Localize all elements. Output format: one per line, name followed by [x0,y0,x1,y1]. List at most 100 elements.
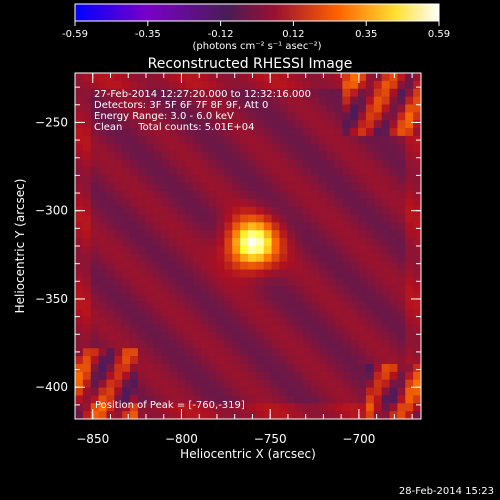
heatmap-cell [153,120,162,129]
heatmap-cell [137,88,147,97]
heatmap-cell [137,80,147,90]
heatmap-cell [365,112,375,121]
heatmap-cell [232,308,241,318]
heatmap-cell [177,104,186,113]
heatmap-cell [342,269,351,278]
heatmap-cell [232,198,241,208]
heatmap-cell [98,135,107,145]
heatmap-cell [145,293,155,302]
heatmap-cell [216,238,225,247]
heatmap-cell [263,379,272,388]
heatmap-cell [200,143,210,153]
heatmap-cell [342,198,351,208]
heatmap-cell [381,190,390,200]
x-tick-label: −750 [254,432,287,446]
heatmap-cell [90,96,99,105]
heatmap-cell [350,96,359,105]
heatmap-cell [161,206,170,215]
heatmap-cell [263,167,272,176]
heatmap-cell [303,222,312,231]
heatmap-cell [389,128,398,137]
heatmap-cell [200,332,210,341]
heatmap-cell [75,88,84,97]
heatmap-cell [358,151,367,160]
heatmap-cell [153,151,162,160]
heatmap-cell [224,175,233,184]
heatmap-cell [200,324,210,333]
heatmap-cell [381,363,390,373]
heatmap-cell [334,183,343,192]
heatmap-cell [389,238,398,247]
colorbar-tick-label: 0.59 [428,29,450,40]
heatmap-cell [326,363,335,373]
heatmap-cell [216,80,225,90]
heatmap-cell [130,340,139,349]
heatmap-cell [326,269,335,278]
heatmap-cell [318,112,328,121]
heatmap-cell [287,96,296,105]
heatmap-cell [389,301,398,310]
heatmap-cell [303,159,312,168]
heatmap-cell [389,324,398,333]
heatmap-cell [130,387,139,396]
heatmap-cell [106,143,115,153]
heatmap-cell [310,206,320,215]
heatmap-cell [342,293,351,302]
heatmap-cell [137,96,147,105]
heatmap-cell [122,324,131,333]
heatmap-cell [413,112,421,121]
heatmap-cell [381,104,390,113]
heatmap-cell [287,253,296,263]
heatmap-cell [122,206,131,215]
heatmap-cell [114,230,123,239]
heatmap-cell [114,159,123,168]
heatmap-cell [82,104,92,113]
heatmap-cell [263,159,272,168]
heatmap-cell [106,253,115,263]
heatmap-cell [90,356,99,365]
heatmap-cell [295,363,304,373]
heatmap-cell [310,363,320,373]
heatmap-cell [106,183,115,192]
heatmap-cell [153,88,162,97]
heatmap-cell [192,175,202,184]
heatmap-cell [350,214,359,223]
heatmap-cell [232,293,241,302]
heatmap-cell [122,246,131,255]
heatmap-cell [318,80,328,90]
heatmap-cell [326,316,335,326]
heatmap-cell [169,332,178,341]
heatmap-cell [381,143,390,153]
heatmap-cell [122,73,131,82]
heatmap-cell [389,332,398,341]
heatmap-cell [365,363,375,373]
heatmap-cell [82,293,92,302]
heatmap-cell [106,198,115,208]
heatmap-cell [326,403,335,412]
heatmap-cell [106,159,115,168]
heatmap-cell [185,104,194,113]
heatmap-cell [389,214,398,223]
heatmap-cell [287,183,296,192]
heatmap-cell [303,363,312,373]
heatmap-cell [326,104,335,113]
heatmap-cell [169,151,178,160]
heatmap-cell [82,96,92,105]
heatmap-cell [373,253,383,263]
heatmap-cell [208,175,217,184]
heatmap-cell [90,80,99,90]
heatmap-cell [287,316,296,326]
heatmap-cell [177,332,186,341]
heatmap-cell [106,128,115,137]
heatmap-cell [381,348,390,357]
heatmap-cell [405,151,414,160]
heatmap-cell [326,261,335,270]
heatmap-cell [185,143,194,153]
heatmap-cell [342,356,351,365]
heatmap-cell [413,379,421,388]
colorbar-tick-label: 0.35 [355,29,377,40]
heatmap-cell [90,285,99,294]
heatmap-cell [145,348,155,357]
heatmap-cell [82,183,92,192]
heatmap-cell [358,269,367,278]
